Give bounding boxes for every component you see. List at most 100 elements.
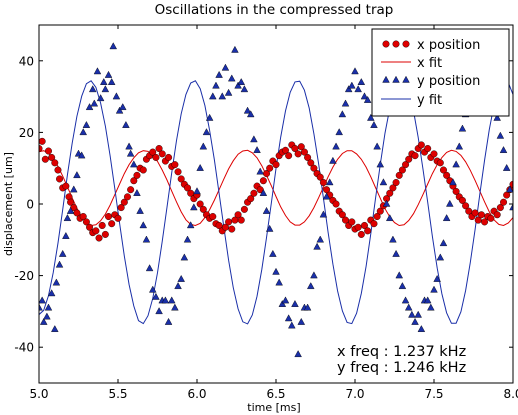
y-position-point <box>265 224 274 232</box>
legend-y-position-marker <box>382 75 390 83</box>
y-position-point <box>126 149 135 157</box>
y-position-point <box>411 317 419 325</box>
x-position-point <box>496 204 504 212</box>
x-position-point <box>370 220 378 228</box>
x-position-point <box>165 153 173 161</box>
y-position-point <box>218 92 227 100</box>
y-position-point <box>183 235 192 243</box>
x-tick-label: 6.5 <box>266 387 285 401</box>
y-position-point <box>109 42 118 50</box>
y-position-point <box>344 85 353 93</box>
x-freq-annotation: x freq : 1.237 kHz <box>337 344 466 360</box>
x-position-point <box>436 159 444 167</box>
x-position-point <box>389 184 397 192</box>
x-position-point <box>225 218 233 226</box>
y-position-point <box>502 163 511 171</box>
y-position-point <box>167 296 176 304</box>
x-position-point <box>338 211 346 219</box>
x-position-point <box>139 166 147 174</box>
x-position-point <box>281 146 289 154</box>
y-position-point <box>190 203 198 211</box>
y-freq-annotation: y freq : 1.246 kHz <box>337 360 466 376</box>
x-position-point <box>209 213 217 221</box>
y-position-point <box>458 124 467 132</box>
y-position-point <box>212 81 220 89</box>
y-position-point <box>386 214 394 221</box>
x-position-point <box>86 223 94 231</box>
x-position-point <box>44 147 52 155</box>
legend-label-y-position: y position <box>417 74 480 89</box>
x-position-point <box>373 213 381 221</box>
y-position-point <box>199 142 208 150</box>
x-position-point <box>430 150 438 158</box>
y-position-point <box>427 303 435 311</box>
y-tick-label: 20 <box>19 126 34 140</box>
x-position-point <box>120 198 128 206</box>
y-position-point <box>44 303 53 311</box>
y-position-point <box>335 128 343 136</box>
x-position-point <box>316 173 324 181</box>
x-position-point <box>133 171 141 179</box>
x-position-point <box>462 202 470 210</box>
y-position-point <box>243 106 252 114</box>
x-position-point <box>105 213 113 221</box>
y-position-point <box>240 85 249 93</box>
x-position-point <box>376 207 384 215</box>
y-position-point <box>382 199 391 207</box>
legend-label-y-fit: y fit <box>417 93 442 108</box>
legend-y-position-marker <box>392 75 400 83</box>
x-position-point <box>184 184 192 192</box>
x-position-point <box>62 182 70 190</box>
y-position-point <box>307 282 315 290</box>
x-position-point <box>411 152 419 160</box>
x-tick-label: 7.5 <box>424 387 443 401</box>
x-position-point <box>481 218 489 226</box>
y-position-point <box>133 189 141 196</box>
y-position-point <box>104 70 113 78</box>
y-position-point <box>310 271 318 279</box>
x-position-point <box>405 155 413 163</box>
y-position-point <box>297 317 306 325</box>
x-position-point <box>297 143 305 151</box>
y-position-point <box>177 274 185 282</box>
legend-symbols <box>381 40 411 100</box>
y-position-point <box>250 135 258 143</box>
x-position-point <box>174 168 182 176</box>
x-position-point <box>465 207 473 215</box>
y-position-point <box>446 199 454 207</box>
y-position-point <box>149 285 157 293</box>
y-position-point <box>373 142 381 150</box>
x-position-point <box>79 213 87 221</box>
x-position-point <box>247 195 255 203</box>
x-position-point <box>234 211 242 219</box>
y-position-point <box>430 285 438 293</box>
y-position-point <box>269 249 277 257</box>
x-position-point <box>500 198 508 206</box>
y-position-point <box>58 249 67 257</box>
x-position-point <box>127 186 135 194</box>
x-tick-label: 5.5 <box>108 387 127 401</box>
x-position-point <box>360 221 368 229</box>
x-axis-label: time [ms] <box>247 401 300 414</box>
y-position-point <box>275 278 283 286</box>
x-position-point <box>402 161 410 169</box>
x-position-point <box>291 145 299 153</box>
x-position-point <box>82 218 90 226</box>
y-position-point <box>272 267 280 275</box>
x-position-point <box>354 223 362 231</box>
x-position-point <box>458 196 466 204</box>
x-position-point <box>471 209 479 217</box>
y-position-point <box>506 185 513 193</box>
y-position-point <box>39 303 43 311</box>
x-position-point <box>266 164 274 172</box>
y-position-point <box>101 85 110 93</box>
y-position-point <box>47 289 56 297</box>
y-fit-line <box>39 80 513 325</box>
y-position-point <box>77 151 86 159</box>
x-position-point <box>221 223 229 231</box>
y-position-point <box>278 300 287 307</box>
y-position-point <box>39 296 46 304</box>
x-position-point <box>152 153 160 161</box>
y-tick-label: -20 <box>14 269 34 283</box>
x-position-point <box>67 198 75 206</box>
